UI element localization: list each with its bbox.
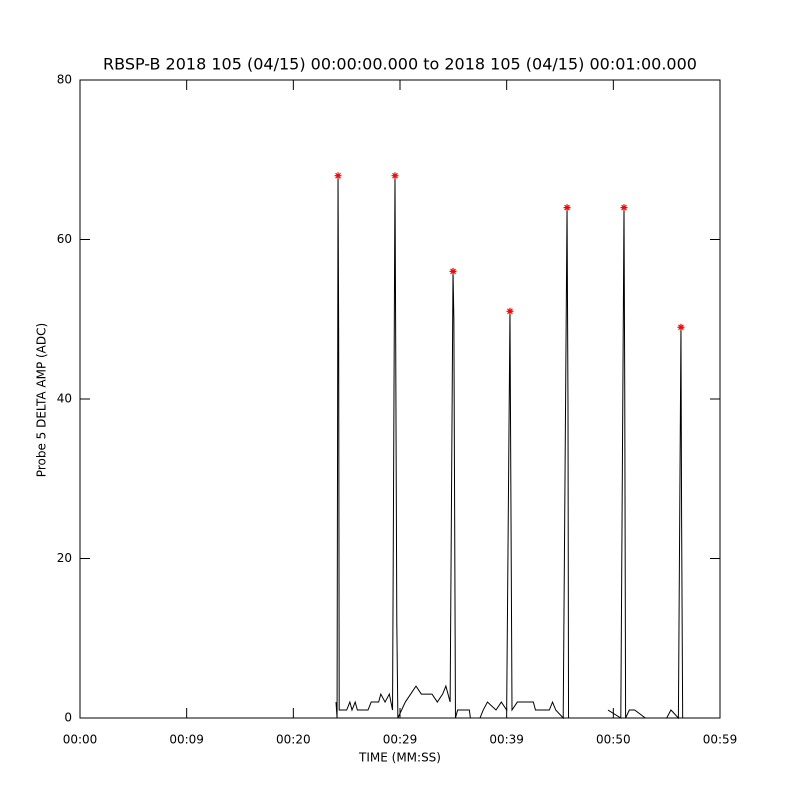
peak-marker	[563, 204, 571, 212]
chart-title: RBSP-B 2018 105 (04/15) 00:00:00.000 to …	[103, 55, 697, 74]
y-tick-label: 80	[57, 73, 72, 87]
x-tick-label: 00:29	[383, 733, 418, 747]
peak-marker	[334, 172, 342, 180]
y-tick-label: 0	[64, 711, 72, 725]
x-tick-label: 00:09	[169, 733, 204, 747]
x-tick-label: 00:20	[276, 733, 311, 747]
peak-marker	[449, 267, 457, 275]
peak-marker	[506, 307, 514, 315]
peak-marker	[391, 172, 399, 180]
data-line	[335, 175, 684, 720]
y-tick-label: 40	[57, 392, 72, 406]
x-axis-label: TIME (MM:SS)	[358, 751, 441, 765]
x-tick-label: 00:39	[489, 733, 524, 747]
x-tick-label: 00:00	[63, 733, 98, 747]
peak-marker	[677, 323, 685, 331]
y-tick-label: 20	[57, 551, 72, 565]
y-axis-label: Probe 5 DELTA AMP (ADC)	[35, 323, 49, 477]
peak-marker	[620, 204, 628, 212]
x-tick-label: 00:59	[703, 733, 738, 747]
x-tick-label: 00:50	[596, 733, 631, 747]
y-tick-label: 60	[57, 232, 72, 246]
